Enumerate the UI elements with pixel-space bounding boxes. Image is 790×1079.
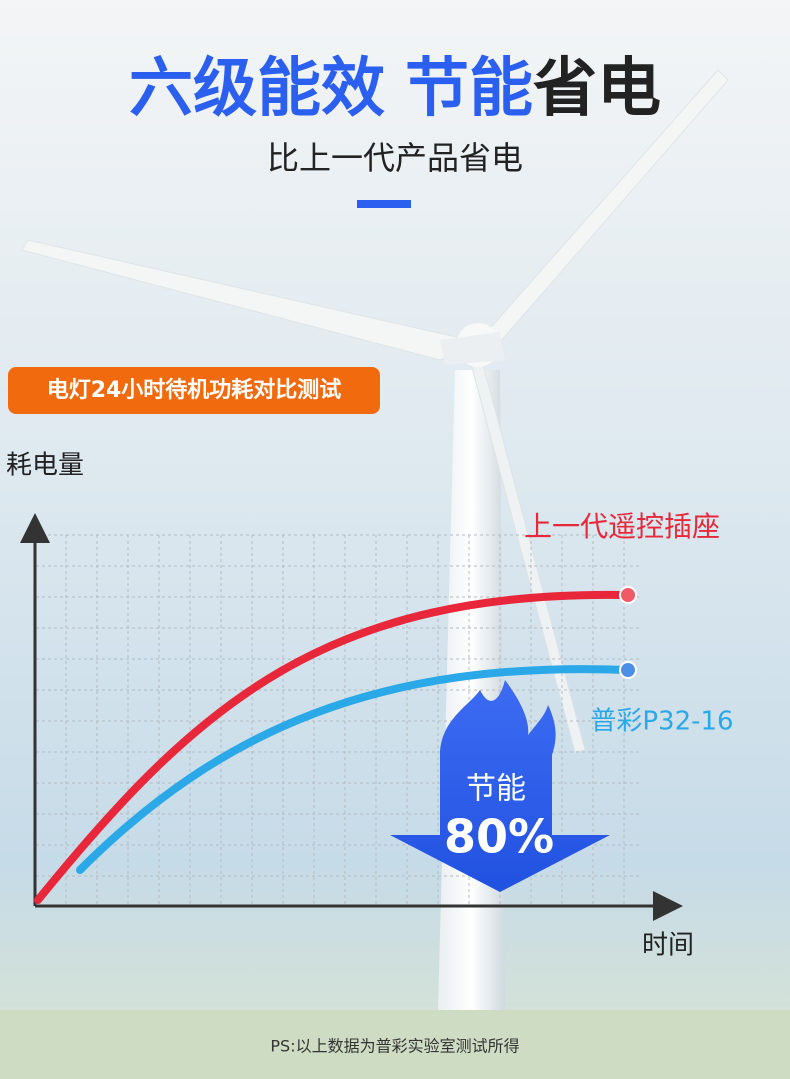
title-part: 六级能效 — [129, 52, 385, 126]
badge-bg — [8, 367, 380, 414]
title: 六级能效 节能省电 — [129, 52, 661, 126]
wind-turbine — [21, 69, 729, 1010]
title-part: 节能 — [405, 52, 533, 126]
savings-arrow — [390, 680, 610, 892]
badge: 电灯24小时待机功耗对比测试 — [47, 377, 342, 403]
subtitle: 比上一代产品省电 — [267, 139, 523, 177]
y-axis-label: 耗电量 — [6, 451, 84, 481]
curve-end — [619, 586, 637, 604]
series-label: 上一代遥控插座 — [524, 510, 720, 543]
title-part: 省电 — [533, 52, 661, 126]
diagram: 耗电量 时间 上一代遥控插座 普彩P32-16 节能 80% — [6, 451, 734, 961]
series-label: 普彩P32-16 — [590, 707, 733, 737]
savings-label: 节能 — [466, 772, 526, 807]
divider — [357, 200, 411, 208]
curve — [76, 665, 632, 874]
curve-end — [619, 661, 637, 679]
savings-value: 80% — [444, 810, 554, 864]
footnote: PS:以上数据为普彩实验室测试所得 — [270, 1037, 519, 1056]
field — [0, 1010, 790, 1079]
curve — [34, 590, 632, 904]
x-axis-label: 时间 — [642, 931, 694, 961]
